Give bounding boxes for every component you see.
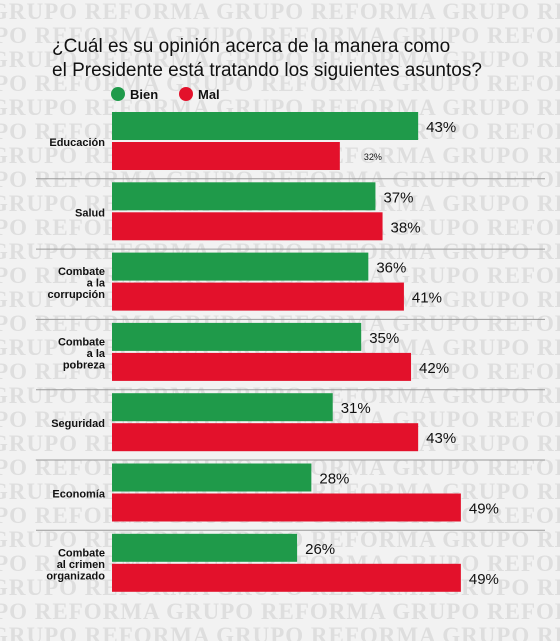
value-label: 43%: [426, 430, 456, 447]
value-label: 32%: [364, 152, 382, 162]
value-label: 35%: [369, 330, 399, 347]
value-label: 31%: [341, 400, 371, 417]
bar-mal: [112, 142, 340, 170]
value-label: 26%: [305, 541, 335, 558]
value-label: 49%: [469, 501, 499, 518]
bar-mal: [112, 282, 404, 311]
bar-bien: [112, 322, 362, 351]
value-label: 38%: [391, 219, 421, 236]
category-label: Combate: [58, 547, 105, 559]
category-label: Combate: [58, 336, 105, 348]
category-label: corrupción: [48, 289, 106, 301]
watermark-row: GRUPO REFORMA GRUPO REFORMA GRUPO REFORM…: [0, 47, 560, 72]
watermark-row: GRUPO REFORMA GRUPO REFORMA GRUPO REFORM…: [0, 23, 560, 48]
category-group: Seguridad 31% 43%: [36, 393, 545, 461]
bar-mal: [112, 212, 383, 241]
category-group: Economía 28% 49%: [36, 463, 545, 531]
bar-bien: [112, 182, 376, 211]
watermark-row: GRUPO REFORMA GRUPO REFORMA GRUPO REFORM…: [0, 599, 560, 624]
category-group: Salud 37% 38%: [36, 182, 545, 250]
legend: Bien Mal: [111, 87, 220, 102]
legend-swatch-bien: [111, 87, 125, 101]
category-label: Combate: [58, 266, 105, 278]
category-label: Economía: [52, 489, 105, 501]
category-label: al crimen: [57, 559, 106, 571]
watermark-row: GRUPO REFORMA GRUPO REFORMA GRUPO REFORM…: [0, 71, 560, 96]
value-label: 43%: [426, 119, 456, 136]
chart-title-line-1: ¿Cuál es su opinión acerca de la manera …: [52, 36, 450, 57]
legend-label-bien: Bien: [130, 87, 158, 102]
category-label: a la: [87, 348, 106, 360]
bar-bien: [112, 393, 333, 422]
bar-bien: [112, 463, 312, 492]
bar-mal: [112, 423, 419, 452]
bar-bien: [112, 252, 369, 281]
chart-title-line-2: el Presidente está tratando los siguient…: [52, 60, 482, 81]
value-label: 28%: [319, 471, 349, 488]
category-label: a la: [87, 278, 106, 290]
bar-bien: [112, 533, 298, 562]
bar-mal: [112, 352, 412, 381]
category-label: organizado: [46, 570, 105, 582]
value-label: 37%: [383, 189, 413, 206]
watermark-row: GRUPO REFORMA GRUPO REFORMA GRUPO REFORM…: [0, 623, 560, 641]
bar-bien: [112, 112, 419, 140]
category-label: pobreza: [63, 359, 106, 371]
legend-label-mal: Mal: [198, 87, 220, 102]
value-label: 42%: [419, 360, 449, 377]
value-label: 49%: [469, 571, 499, 588]
category-label: Seguridad: [51, 418, 105, 430]
bar-mal: [112, 493, 461, 522]
bar-mal: [112, 563, 461, 592]
value-label: 41%: [412, 290, 442, 307]
legend-swatch-mal: [179, 87, 193, 101]
value-label: 36%: [376, 260, 406, 277]
category-label: Salud: [75, 207, 105, 219]
watermark-row: GRUPO REFORMA GRUPO REFORMA GRUPO REFORM…: [0, 0, 560, 24]
category-group: Educación 43% 32%: [36, 112, 545, 180]
category-label: Educación: [49, 137, 105, 149]
